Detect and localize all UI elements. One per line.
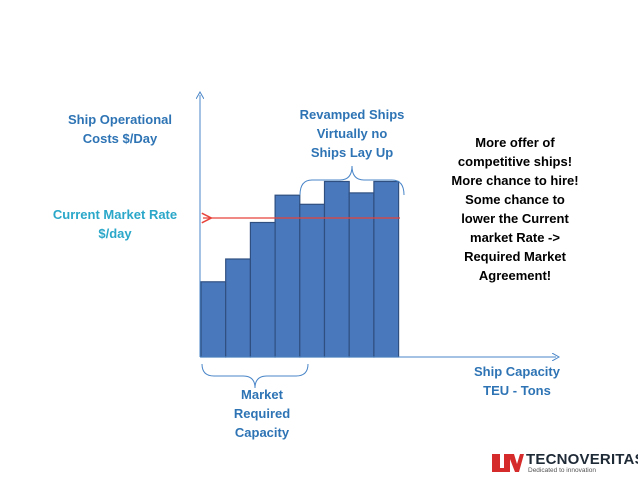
revamped-ships-label: Revamped Ships Virtually no Ships Lay Up	[299, 107, 405, 160]
capacity-bars	[200, 180, 400, 358]
capacity-bar	[299, 203, 326, 358]
x-axis-label: Ship Capacity TEU - Tons	[474, 364, 560, 398]
capacity-bar	[200, 281, 227, 358]
capacity-bar	[323, 180, 350, 358]
revamped-brace	[299, 165, 405, 196]
logo-tagline: Dedicated to innovation	[528, 467, 596, 474]
tecnoveritas-logo: TECNOVERITAS Dedicated to innovation	[490, 448, 638, 478]
capacity-bar	[274, 194, 301, 358]
logo-mark-icon	[492, 454, 524, 472]
market-required-brace	[201, 363, 309, 389]
logo-name: TECNOVERITAS	[526, 451, 638, 468]
current-market-rate-label: Current Market Rate $/day	[52, 207, 178, 241]
y-axis-label: Ship Operational Costs $/Day	[67, 112, 172, 146]
capacity-bar	[373, 180, 400, 358]
market-required-capacity-label: Market Required Capacity	[233, 387, 291, 440]
capacity-bar	[249, 221, 276, 358]
capacity-bar	[225, 258, 251, 358]
offer-note: More offer of competitive ships! More ch…	[451, 135, 579, 283]
